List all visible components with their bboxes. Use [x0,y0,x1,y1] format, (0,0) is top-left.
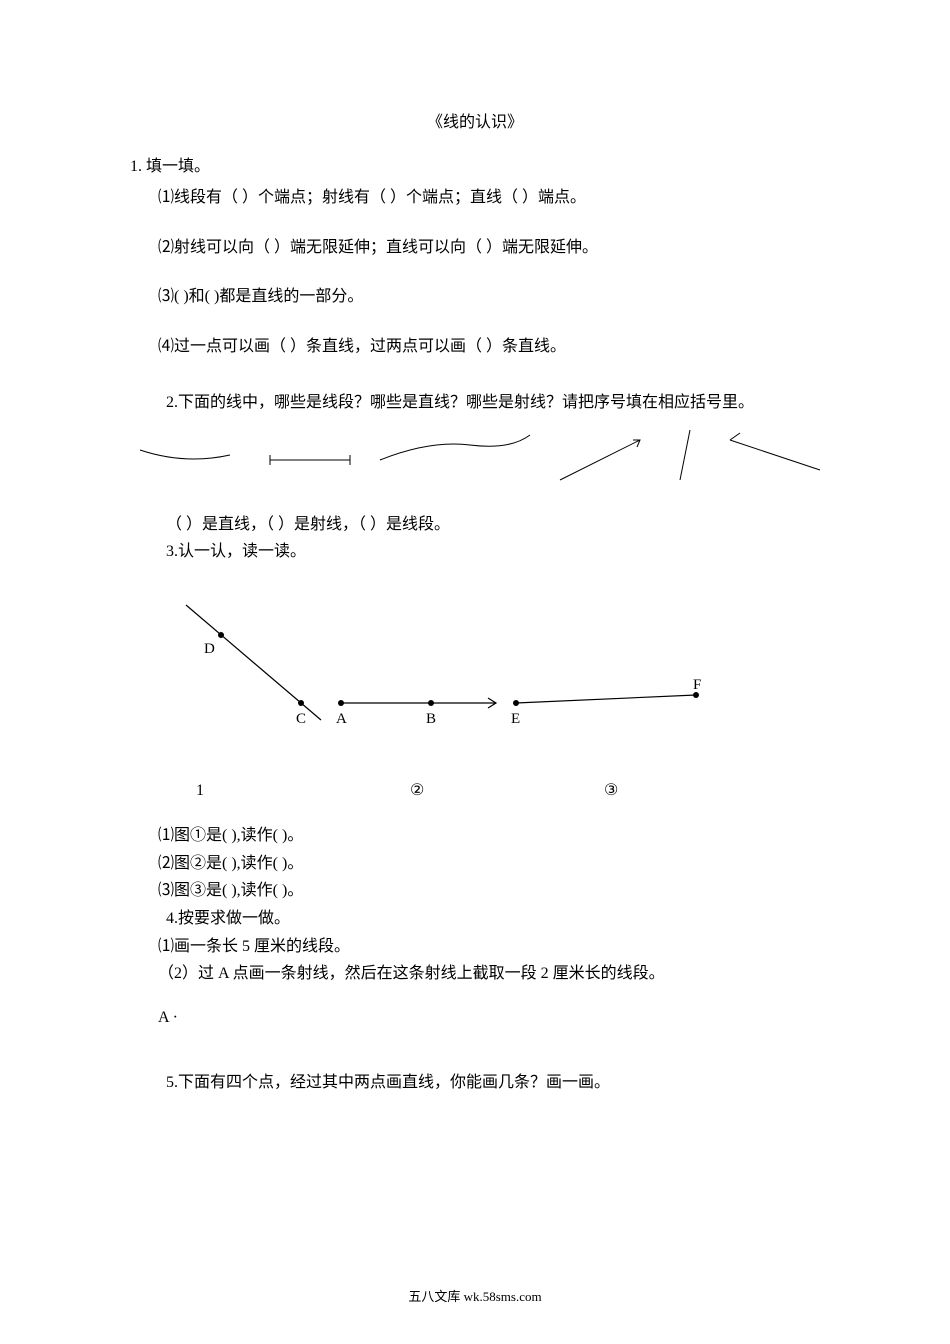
q4-sub1: ⑴画一条长 5 厘米的线段。 [158,934,820,960]
label-D: D [204,641,215,657]
q1-heading: 1. 填一填。 [130,154,820,180]
q3-heading: 3.认一认，读一读。 [166,539,820,565]
q1-sub2: ⑵射线可以向（ ）端无限延伸；直线可以向（ ）端无限延伸。 [158,235,820,261]
q3-figures: D C A B E F [166,585,820,754]
label-A: A [336,711,347,727]
q4-sub2: （2）过 A 点画一条射线，然后在这条射线上截取一段 2 厘米长的线段。 [158,961,820,987]
q4-heading: 4.按要求做一做。 [166,906,820,932]
page-footer: 五八文库 wk.58sms.com [0,1287,950,1308]
q3-sub3: ⑶图③是( ),读作( )。 [158,878,820,904]
q3-label-3: ③ [604,778,664,804]
q1-sub3: ⑶( )和( )都是直线的一部分。 [158,284,820,310]
label-E: E [511,711,520,727]
worksheet-title: 《线的认识》 [130,110,820,136]
q2-answer-line: （ ）是直线，（ ）是射线，（ ）是线段。 [166,512,820,538]
q3-label-2: ② [410,778,470,804]
q1-sub4: ⑷过一点可以画（ ）条直线，过两点可以画（ ）条直线。 [158,334,820,360]
label-B: B [426,711,436,727]
q5-heading: 5.下面有四个点，经过其中两点画直线，你能画几条？画一画。 [166,1070,820,1096]
label-C: C [296,711,306,727]
q3-number-labels: 1 ② ③ [166,778,820,804]
q2-heading: 2.下面的线中，哪些是线段？哪些是直线？哪些是射线？请把序号填在相应括号里。 [166,390,820,416]
point-A: A · [158,1005,820,1031]
q3-sub2: ⑵图②是( ),读作( )。 [158,851,820,877]
q3-sub1: ⑴图①是( ),读作( )。 [158,823,820,849]
q2-figures [130,425,820,504]
q1-sub1: ⑴线段有（ ）个端点；射线有（ ）个端点；直线（ ）端点。 [158,185,820,211]
q3-label-1: 1 [196,778,256,804]
label-F: F [693,677,701,693]
